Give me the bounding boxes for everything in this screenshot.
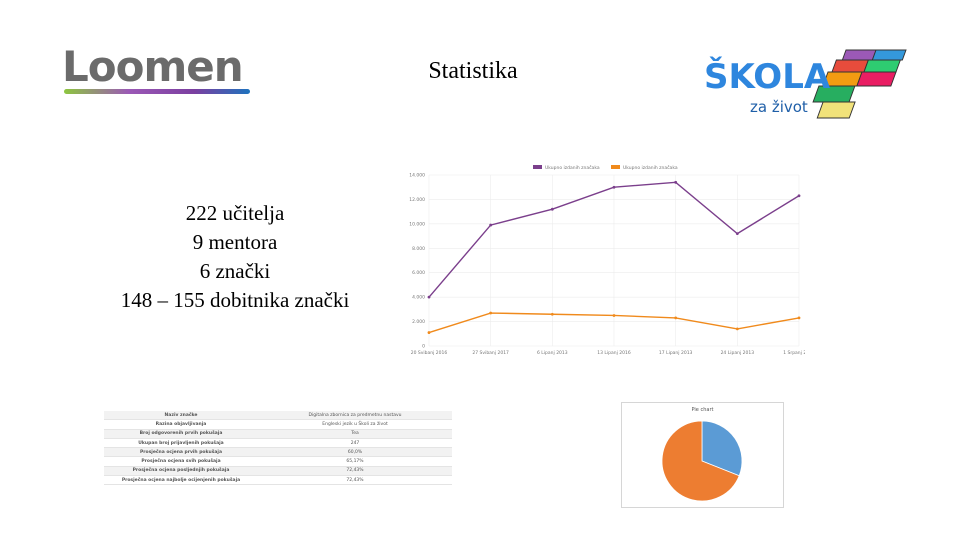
- x-tick-label: 24 Lipanj 2013: [721, 350, 755, 356]
- table-row: Ukupan broj prijavljenih pokušaja 247: [104, 438, 452, 449]
- series-2-point: [550, 312, 554, 316]
- x-tick-label: 1 Srpanj 2013: [783, 350, 805, 356]
- stat-badge-recipients: 148 – 155 dobitnika znački: [120, 288, 350, 312]
- x-tick-label: 27 Svibanj 2017: [472, 350, 509, 356]
- table-row: Prosječna ocjena posljednjih pokušaja 72,…: [104, 466, 452, 477]
- table-cell-label: Razina objavljivanja: [104, 419, 258, 430]
- series-2-point: [797, 316, 801, 320]
- loomen-logo-underline: [64, 89, 250, 94]
- pie-chart-panel: Pie chart: [621, 402, 784, 508]
- series-1-point: [550, 207, 554, 211]
- y-tick-label: 2.000: [412, 319, 425, 325]
- series-1-point: [674, 180, 678, 184]
- skola-logo-text: ŠKOLA: [704, 56, 831, 97]
- table-cell-value: 72,43%: [258, 466, 452, 477]
- y-tick-label: 14.000: [409, 173, 425, 179]
- y-tick-label: 10.000: [409, 221, 425, 227]
- loomen-logo: Loomen: [62, 42, 252, 98]
- series-2-point: [735, 327, 739, 331]
- table-cell-label: Broj odgovorenih prvih pokušaja: [104, 429, 258, 439]
- table-row: Prosječna ocjena najbolje ocijenjenih po…: [104, 475, 452, 486]
- series-1-point: [735, 232, 739, 236]
- table-row: Razina objavljivanja Engleski jezik u Ško…: [104, 419, 452, 430]
- table-cell-value: Tea: [258, 429, 452, 439]
- stat-teachers: 222 učitelja: [185, 201, 285, 225]
- table-cell-label: Prosječna ocjena prvih pokušaja: [104, 447, 258, 458]
- series-2-point: [489, 311, 493, 315]
- stat-badges: 6 znački: [199, 259, 271, 283]
- quiz-statistics-table: Naziv značke Digitalna zbornica za predme…: [104, 411, 452, 486]
- badges-line-chart: 02.0004.0006.0008.00010.00012.00014.000 …: [409, 164, 805, 356]
- legend-swatch: [611, 165, 620, 169]
- table-cell-value: 247: [258, 438, 452, 449]
- table-cell-label: Prosječna ocjena najbolje ocijenjenih po…: [104, 475, 258, 486]
- table-cell-value: 60,0%: [258, 447, 452, 458]
- series-2-point: [427, 331, 431, 334]
- legend-entry: Ukupno izdanih značaka: [623, 164, 678, 171]
- series-1-point: [797, 194, 801, 198]
- series-1-point: [427, 295, 431, 299]
- y-tick-label: 4.000: [412, 295, 425, 301]
- pie-slice: [661, 420, 740, 502]
- series-1-point: [612, 185, 616, 189]
- table-cell-label: Prosječna ocjena posljednjih pokušaja: [104, 466, 258, 477]
- loomen-logo-text: Loomen: [62, 42, 244, 91]
- table-row: Naziv značke Digitalna zbornica za predme…: [104, 411, 452, 421]
- page-title: Statistika: [428, 58, 518, 84]
- stat-mentors: 9 mentora: [192, 230, 278, 254]
- legend-entry: Ukupno izdanih značaka: [545, 164, 600, 171]
- skola-za-zivot-logo: ŠKOLA za život: [700, 44, 910, 124]
- pie-chart: [661, 420, 743, 502]
- y-tick-label: 6.000: [412, 270, 425, 276]
- y-tick-label: 12.000: [409, 197, 425, 203]
- skola-logo-subtext: za život: [750, 98, 808, 116]
- table-cell-value: 72,43%: [258, 475, 452, 486]
- series-1-point: [489, 223, 493, 227]
- legend-swatch: [533, 165, 542, 169]
- x-tick-label: 13 Lipanj 2016: [597, 350, 631, 356]
- table-row: Broj odgovorenih prvih pokušaja Tea: [104, 429, 452, 439]
- series-2-point: [612, 314, 616, 317]
- table-cell-value: Engleski jezik u Školi za život: [258, 419, 452, 430]
- table-row: Prosječna ocjena svih pokušaja 65,17%: [104, 456, 452, 467]
- x-tick-label: 17 Lipanj 2013: [659, 350, 693, 356]
- x-tick-label: 6 Lipanj 2013: [537, 350, 568, 356]
- statistics-list: 222 učitelja 9 mentora 6 znački 148 – 15…: [40, 199, 430, 315]
- x-tick-label: 20 Svibanj 2016: [411, 350, 448, 356]
- table-cell-value: 65,17%: [258, 456, 452, 467]
- table-cell-label: Naziv značke: [104, 411, 258, 421]
- pie-slice: [701, 420, 743, 477]
- y-tick-label: 8.000: [412, 246, 425, 252]
- hopscotch-icon: ŠKOLA za život: [704, 49, 907, 119]
- pie-chart-title: Pie chart: [691, 407, 714, 413]
- table-cell-value: Digitalna zbornica za predmetnu nastavu: [258, 411, 452, 421]
- y-tick-label: 0: [422, 344, 425, 350]
- table-cell-label: Prosječna ocjena svih pokušaja: [104, 456, 258, 467]
- table-cell-label: Ukupan broj prijavljenih pokušaja: [104, 438, 258, 449]
- series-2-point: [674, 316, 678, 320]
- table-row: Prosječna ocjena prvih pokušaja 60,0%: [104, 447, 452, 458]
